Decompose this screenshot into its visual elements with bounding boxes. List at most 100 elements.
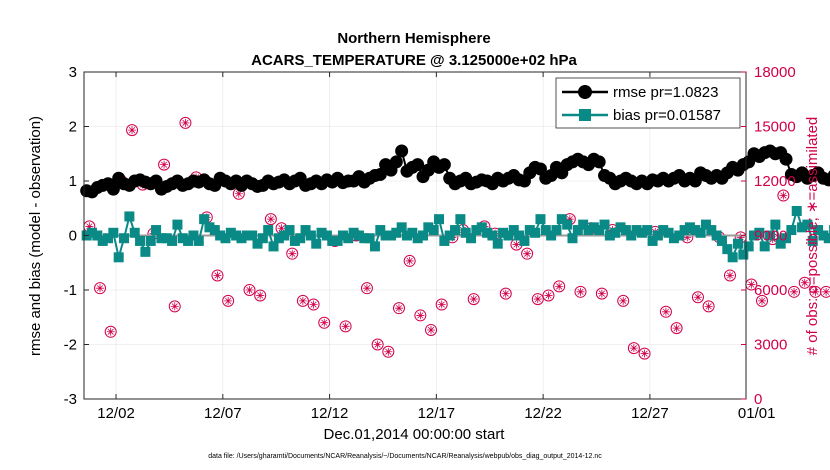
bias-point <box>519 235 530 246</box>
obs-assimilated-marker <box>160 160 169 169</box>
obs-possible-marker <box>104 325 117 338</box>
y-right-tick-label: 18000 <box>754 64 796 81</box>
bias-point <box>450 225 461 236</box>
obs-possible-marker <box>798 276 811 289</box>
obs-assimilated-marker <box>224 296 233 305</box>
obs-possible-marker <box>286 247 299 260</box>
bias-point <box>428 225 439 236</box>
obs-assimilated-marker <box>629 344 638 353</box>
bias-point <box>268 241 279 252</box>
bias-point <box>439 235 450 246</box>
obs-assimilated-marker <box>544 291 553 300</box>
obs-point <box>553 280 566 293</box>
obs-assimilated-marker <box>736 233 745 242</box>
obs-point <box>756 294 769 307</box>
bias-point <box>103 233 114 244</box>
bias-point <box>263 225 274 236</box>
bias-point <box>359 233 370 244</box>
obs-possible-marker <box>264 213 277 226</box>
obs-possible-marker <box>307 298 320 311</box>
obs-possible-marker <box>94 282 107 295</box>
obs-possible-marker <box>296 294 309 307</box>
bias-point <box>401 230 412 241</box>
obs-point <box>318 316 331 329</box>
y-tick-label: -1 <box>64 282 77 299</box>
bias-point <box>247 230 258 241</box>
obs-possible-marker <box>595 287 608 300</box>
obs-assimilated-marker <box>85 222 94 231</box>
bias-point <box>92 230 103 241</box>
bias-point <box>119 233 130 244</box>
obs-possible-marker <box>521 247 534 260</box>
obs-point <box>788 285 801 298</box>
legend-rmse-label: rmse pr=1.0823 <box>613 84 718 101</box>
bias-point <box>193 235 204 246</box>
x-tick-label: 12/12 <box>311 405 349 422</box>
obs-point <box>691 291 704 304</box>
bias-point <box>407 227 418 238</box>
rmse-point <box>389 155 403 169</box>
obs-assimilated-marker <box>693 293 702 302</box>
bias-point <box>444 230 455 241</box>
obs-point <box>264 213 277 226</box>
bias-point <box>636 227 647 238</box>
bias-point <box>700 219 711 230</box>
bias-point <box>220 233 231 244</box>
obs-assimilated-marker <box>256 291 265 300</box>
bias-point <box>514 230 525 241</box>
y-right-tick-label: 15000 <box>754 119 796 136</box>
bias-point <box>791 205 802 216</box>
obs-possible-marker <box>168 300 181 313</box>
obs-point <box>403 254 416 267</box>
rmse-point <box>779 152 793 166</box>
obs-assimilated-marker <box>373 340 382 349</box>
bias-point <box>167 235 178 246</box>
bias-point <box>124 211 135 222</box>
bias-point <box>460 227 471 238</box>
obs-assimilated-marker <box>341 322 350 331</box>
obs-point <box>820 285 830 298</box>
obs-assimilated-marker <box>288 249 297 258</box>
obs-point <box>179 116 192 129</box>
obs-possible-marker <box>318 316 331 329</box>
obs-possible-marker <box>360 282 373 295</box>
obs-assimilated-marker <box>96 284 105 293</box>
x-tick-label: 12/27 <box>631 405 669 422</box>
rmse-point <box>395 144 409 158</box>
obs-point <box>158 158 171 171</box>
bias-point <box>716 235 727 246</box>
obs-assimilated-marker <box>405 256 414 265</box>
obs-assimilated-marker <box>704 302 713 311</box>
bias-point <box>343 233 354 244</box>
bias-point <box>503 230 514 241</box>
bias-point <box>807 235 818 246</box>
bias-point <box>588 222 599 233</box>
data-file-note: data file: /Users/gharamti/Documents/NCA… <box>208 453 602 460</box>
bias-point <box>311 238 322 249</box>
bias-series <box>81 205 830 263</box>
obs-assimilated-marker <box>416 311 425 320</box>
obs-assimilated-marker <box>672 324 681 333</box>
bias-point <box>455 214 466 225</box>
obs-assimilated-marker <box>277 224 286 233</box>
bias-point <box>348 227 359 238</box>
obs-assimilated-marker <box>128 126 137 135</box>
obs-point <box>371 338 384 351</box>
obs-possible-marker <box>531 293 544 306</box>
y-tick-label: 1 <box>69 173 77 190</box>
bias-point <box>540 225 551 236</box>
y-axis-right-label: # of obs: o=possible; ∗=assimilated <box>804 117 821 356</box>
obs-possible-marker <box>670 322 683 335</box>
bias-point <box>668 233 679 244</box>
bias-point <box>642 225 653 236</box>
rmse-point <box>411 158 425 172</box>
bias-point <box>161 233 172 244</box>
bias-point <box>658 225 669 236</box>
bias-point <box>241 230 252 241</box>
obs-possible-marker <box>179 116 192 129</box>
bias-point <box>183 235 194 246</box>
bias-point <box>535 214 546 225</box>
bias-point <box>375 225 386 236</box>
bias-point <box>823 233 830 244</box>
bias-point <box>684 222 695 233</box>
